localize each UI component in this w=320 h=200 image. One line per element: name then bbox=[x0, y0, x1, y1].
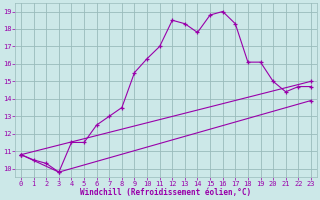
X-axis label: Windchill (Refroidissement éolien,°C): Windchill (Refroidissement éolien,°C) bbox=[80, 188, 252, 197]
